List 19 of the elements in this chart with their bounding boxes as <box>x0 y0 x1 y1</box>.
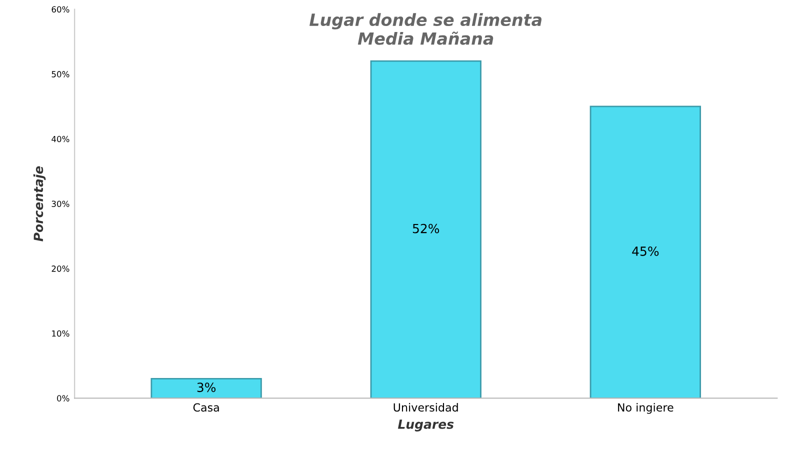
x-axis-title: Lugares <box>398 420 454 432</box>
bar <box>370 60 482 398</box>
data-label: 52% <box>412 224 440 234</box>
data-label: 3% <box>197 382 216 392</box>
y-tick-label: 30% <box>52 200 70 208</box>
y-tick-label: 60% <box>52 6 70 13</box>
y-tick-label: 40% <box>52 136 70 142</box>
x-tick-label: No ingiere <box>618 403 674 414</box>
y-tick-label: 50% <box>52 71 70 78</box>
y-tick-label: 10% <box>52 330 70 337</box>
text: Lugar donde se alimenta Media Mañana <box>310 13 542 45</box>
bar <box>590 106 701 398</box>
y-tick-label: 20% <box>52 266 70 272</box>
bar <box>150 378 262 398</box>
y-axis-title: Porcentaje <box>33 166 46 242</box>
data-label: 45% <box>632 246 659 256</box>
x-tick-label: Universidad <box>394 403 458 412</box>
y-tick-label: 0% <box>57 395 70 402</box>
x-tick-label: Casa <box>193 403 219 412</box>
